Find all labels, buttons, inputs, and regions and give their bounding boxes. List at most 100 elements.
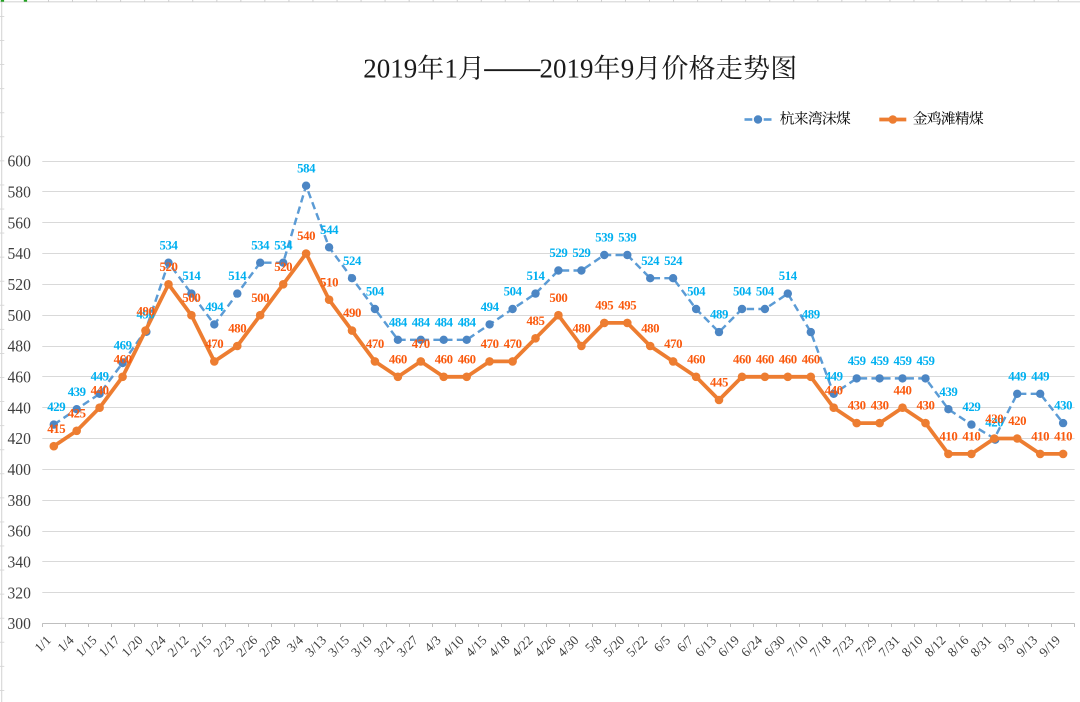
svg-text:520: 520 xyxy=(274,260,292,274)
svg-text:2019: 2019 xyxy=(363,54,417,84)
svg-text:300: 300 xyxy=(8,614,31,633)
svg-text:524: 524 xyxy=(641,254,660,268)
svg-text:484: 484 xyxy=(435,315,454,329)
svg-text:340: 340 xyxy=(8,552,31,571)
svg-text:459: 459 xyxy=(848,354,866,368)
svg-text:504: 504 xyxy=(366,285,385,299)
svg-text:480: 480 xyxy=(572,322,590,336)
svg-text:460: 460 xyxy=(779,352,797,366)
svg-text:410: 410 xyxy=(962,430,980,444)
svg-text:514: 514 xyxy=(228,269,247,283)
svg-text:9: 9 xyxy=(621,54,635,84)
svg-text:544: 544 xyxy=(320,223,339,237)
svg-text:534: 534 xyxy=(274,238,293,252)
svg-text:460: 460 xyxy=(756,352,774,366)
svg-text:459: 459 xyxy=(917,354,935,368)
svg-text:480: 480 xyxy=(228,322,246,336)
svg-text:400: 400 xyxy=(8,460,31,479)
svg-text:470: 470 xyxy=(481,337,499,351)
svg-text:470: 470 xyxy=(366,337,384,351)
svg-text:429: 429 xyxy=(47,400,65,414)
svg-text:380: 380 xyxy=(8,491,31,510)
svg-text:504: 504 xyxy=(687,285,706,299)
svg-text:469: 469 xyxy=(114,339,132,353)
svg-text:500: 500 xyxy=(549,291,567,305)
svg-text:490: 490 xyxy=(137,304,155,318)
svg-text:524: 524 xyxy=(664,254,683,268)
svg-text:460: 460 xyxy=(687,352,705,366)
svg-text:459: 459 xyxy=(894,354,912,368)
svg-text:490: 490 xyxy=(137,308,155,322)
svg-text:440: 440 xyxy=(91,383,109,397)
svg-text:494: 494 xyxy=(481,300,500,314)
svg-text:480: 480 xyxy=(641,322,659,336)
svg-text:520: 520 xyxy=(160,260,178,274)
svg-text:484: 484 xyxy=(458,315,477,329)
svg-text:580: 580 xyxy=(8,182,31,201)
svg-text:460: 460 xyxy=(458,352,476,366)
svg-text:470: 470 xyxy=(664,337,682,351)
svg-text:504: 504 xyxy=(504,285,523,299)
svg-text:500: 500 xyxy=(8,306,31,325)
svg-text:480: 480 xyxy=(8,337,31,356)
svg-text:449: 449 xyxy=(825,369,843,383)
svg-text:439: 439 xyxy=(939,385,957,399)
svg-text:449: 449 xyxy=(91,369,109,383)
svg-text:560: 560 xyxy=(8,213,31,232)
svg-text:449: 449 xyxy=(1031,369,1049,383)
svg-text:584: 584 xyxy=(297,161,316,175)
svg-text:449: 449 xyxy=(1008,369,1026,383)
svg-text:440: 440 xyxy=(894,383,912,397)
svg-text:430: 430 xyxy=(848,399,866,413)
svg-text:539: 539 xyxy=(618,231,636,245)
svg-text:410: 410 xyxy=(1031,430,1049,444)
svg-text:420: 420 xyxy=(8,429,31,448)
svg-text:484: 484 xyxy=(412,315,431,329)
svg-text:534: 534 xyxy=(160,238,179,252)
svg-text:320: 320 xyxy=(8,583,31,602)
svg-text:460: 460 xyxy=(114,352,132,366)
svg-text:529: 529 xyxy=(549,246,567,260)
svg-text:2019: 2019 xyxy=(540,54,594,84)
svg-text:420: 420 xyxy=(985,416,1003,430)
svg-text:410: 410 xyxy=(939,430,957,444)
svg-text:504: 504 xyxy=(733,285,752,299)
svg-text:510: 510 xyxy=(320,275,338,289)
svg-text:460: 460 xyxy=(435,352,453,366)
svg-text:524: 524 xyxy=(343,254,362,268)
svg-text:430: 430 xyxy=(1054,399,1072,413)
svg-text:425: 425 xyxy=(68,406,86,420)
svg-text:539: 539 xyxy=(595,231,613,245)
svg-text:514: 514 xyxy=(182,269,201,283)
svg-text:520: 520 xyxy=(8,275,31,294)
svg-text:460: 460 xyxy=(733,352,751,366)
svg-text:470: 470 xyxy=(504,337,522,351)
svg-text:440: 440 xyxy=(8,398,31,417)
svg-text:430: 430 xyxy=(871,399,889,413)
svg-text:429: 429 xyxy=(962,400,980,414)
svg-text:460: 460 xyxy=(8,367,31,386)
svg-text:440: 440 xyxy=(825,383,843,397)
svg-text:489: 489 xyxy=(802,308,820,322)
svg-text:600: 600 xyxy=(8,152,31,171)
svg-text:1: 1 xyxy=(444,54,458,84)
svg-text:460: 460 xyxy=(802,352,820,366)
svg-text:470: 470 xyxy=(412,337,430,351)
svg-text:540: 540 xyxy=(8,244,31,263)
svg-text:430: 430 xyxy=(917,399,935,413)
svg-text:495: 495 xyxy=(595,299,613,313)
svg-text:470: 470 xyxy=(205,337,223,351)
svg-text:439: 439 xyxy=(68,385,86,399)
svg-text:415: 415 xyxy=(47,422,65,436)
svg-text:514: 514 xyxy=(779,269,798,283)
svg-text:420: 420 xyxy=(1008,414,1026,428)
svg-text:460: 460 xyxy=(389,352,407,366)
svg-text:490: 490 xyxy=(343,306,361,320)
svg-text:540: 540 xyxy=(297,229,315,243)
svg-text:489: 489 xyxy=(710,308,728,322)
svg-text:410: 410 xyxy=(1054,430,1072,444)
svg-text:494: 494 xyxy=(205,300,224,314)
svg-text:500: 500 xyxy=(251,291,269,305)
svg-text:534: 534 xyxy=(251,238,270,252)
svg-text:360: 360 xyxy=(8,522,31,541)
